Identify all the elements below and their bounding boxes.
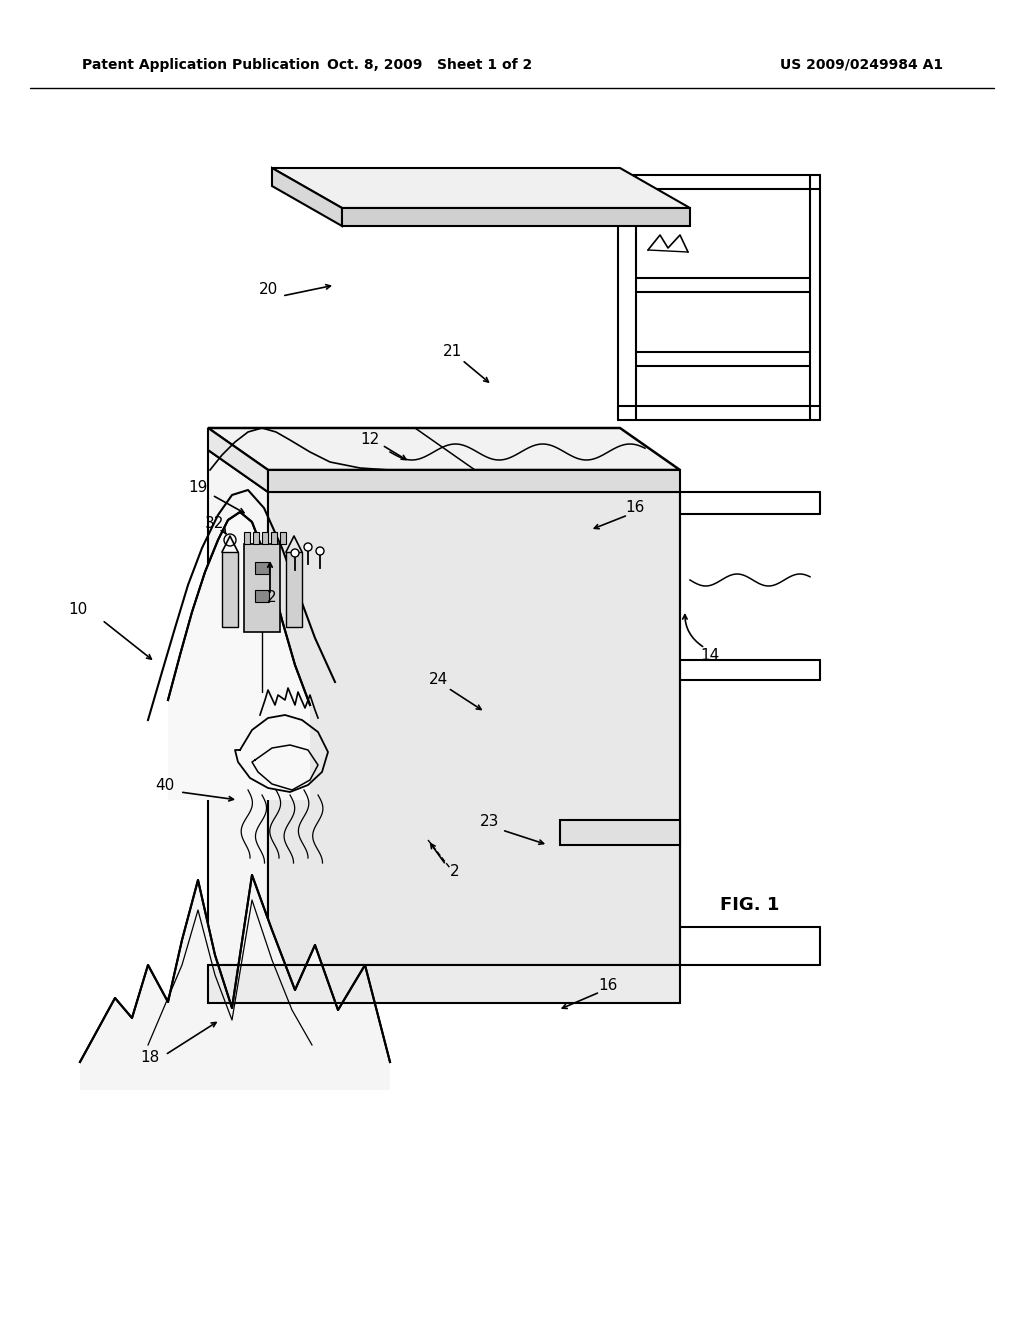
- Text: 20: 20: [258, 282, 278, 297]
- Circle shape: [291, 549, 299, 557]
- Text: 16: 16: [598, 978, 617, 993]
- Polygon shape: [80, 875, 390, 1090]
- Text: 2: 2: [451, 865, 460, 879]
- Text: 21: 21: [442, 345, 462, 359]
- Polygon shape: [272, 168, 342, 226]
- Text: US 2009/0249984 A1: US 2009/0249984 A1: [780, 58, 943, 73]
- Text: 24: 24: [428, 672, 447, 688]
- Text: 32: 32: [206, 516, 224, 532]
- Text: 18: 18: [140, 1051, 160, 1065]
- Text: Oct. 8, 2009   Sheet 1 of 2: Oct. 8, 2009 Sheet 1 of 2: [328, 58, 532, 73]
- Polygon shape: [342, 209, 690, 226]
- Polygon shape: [262, 532, 268, 544]
- Polygon shape: [208, 428, 680, 470]
- Text: 2: 2: [267, 590, 276, 606]
- Polygon shape: [208, 965, 680, 1003]
- Polygon shape: [244, 532, 250, 544]
- Polygon shape: [272, 168, 690, 209]
- Polygon shape: [168, 512, 310, 800]
- Circle shape: [304, 543, 312, 550]
- Polygon shape: [208, 428, 268, 492]
- Text: 12: 12: [360, 433, 380, 447]
- Polygon shape: [560, 820, 680, 845]
- Circle shape: [316, 546, 324, 554]
- Text: 16: 16: [626, 500, 645, 516]
- Polygon shape: [253, 532, 259, 544]
- Polygon shape: [286, 552, 302, 627]
- Text: FIG. 1: FIG. 1: [720, 896, 779, 913]
- Polygon shape: [255, 590, 269, 602]
- Text: 23: 23: [480, 814, 500, 829]
- Polygon shape: [244, 544, 280, 632]
- Text: 40: 40: [156, 777, 175, 792]
- Polygon shape: [280, 532, 286, 544]
- Text: 19: 19: [188, 480, 208, 495]
- Polygon shape: [271, 532, 278, 544]
- Text: 14: 14: [700, 648, 720, 663]
- Polygon shape: [268, 492, 680, 965]
- Text: 10: 10: [69, 602, 88, 618]
- Polygon shape: [255, 562, 269, 574]
- Polygon shape: [222, 552, 238, 627]
- Polygon shape: [268, 470, 680, 492]
- Text: Patent Application Publication: Patent Application Publication: [82, 58, 319, 73]
- Polygon shape: [208, 450, 268, 965]
